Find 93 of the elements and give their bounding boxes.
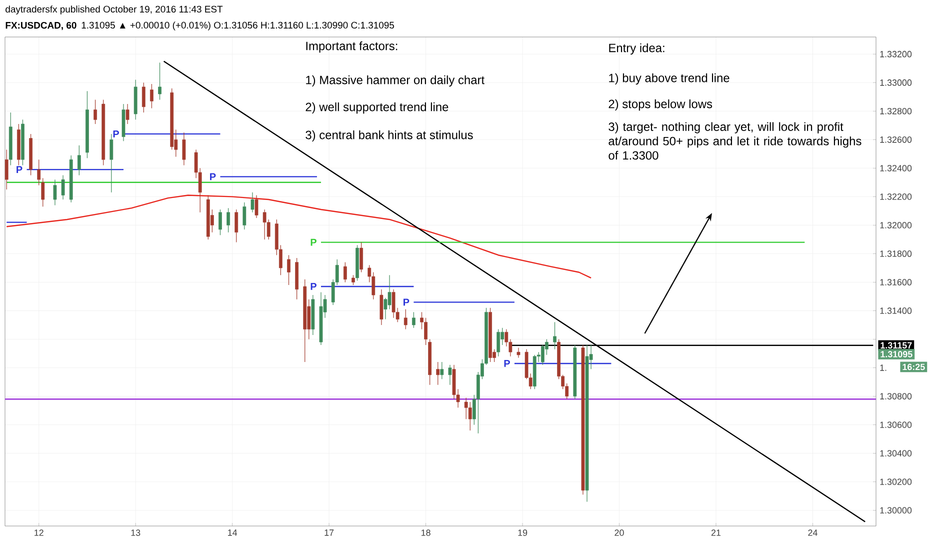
y-tick-label: 1.32600 [880,136,912,143]
candlestick [61,174,65,200]
y-tick-label: 1.33200 [880,50,912,58]
y-tick-label: 1.32400 [880,164,912,172]
x-tick-label: 20 [614,530,624,536]
annotation: Entry idea: [609,43,664,55]
candlestick [21,119,24,166]
candlestick [102,99,106,166]
y-tick-label: 1. [880,364,886,371]
annotation: 3) central bank hints at stimulus [306,130,473,142]
candlestick [29,134,32,176]
candlestick [262,209,266,240]
annotation: 1) buy above trend line [609,73,730,85]
annotation: P [310,283,316,290]
candlestick [77,145,81,176]
y-tick-label: 1.32800 [880,108,912,114]
x-tick-label: 14 [228,530,238,536]
candlestick [392,289,396,318]
y-tick-label: 1.30600 [880,422,912,428]
y-tick-label: 1.30200 [880,478,912,485]
annotation: P [504,360,510,367]
y-tick-label: 1.30400 [880,450,912,456]
x-tick-label: 18 [421,530,430,536]
candlestick [573,344,577,400]
annotation: P [310,238,316,246]
y-tick-label: 1.33000 [880,79,912,86]
candlestick [553,322,556,350]
candlestick [380,289,384,326]
candlestick [53,179,57,206]
y-tick-label: 1.32200 [880,193,912,200]
candlestick [250,192,254,213]
chart-subtitle: 1.31095 ▲ +0.00010 (+0.01%) O:1.31056 H:1.31160 L:1.30990 C:1.31095 [82,22,394,30]
candlestick [303,279,307,362]
y-tick-label: 1.32000 [880,222,912,228]
candlestick [464,397,468,420]
candlestick [37,159,41,186]
text: daytradersfx published October 19, 2016 11:43 EST [6,6,223,14]
y-tick-label: 1.31800 [880,250,912,257]
line-series [6,194,592,279]
candlestick [134,79,138,120]
candlestick [122,104,126,142]
candlestick [4,149,8,190]
annotation: P [404,298,410,306]
candlestick [311,294,315,336]
x-tick-label: 17 [324,530,334,536]
candlestick [436,362,440,386]
x-tick-label: 21 [711,530,721,536]
x-tick-label: 19 [518,530,528,536]
candlestick [158,62,162,100]
annotation: P [210,173,216,180]
text: 1.31157 [880,342,912,349]
y-tick-label: 1.30800 [880,393,912,400]
candlestick [126,104,130,124]
candlestick [142,82,146,113]
y-tick-label: 1.30000 [880,507,912,514]
chart-title: FX:USDCAD, 60 [6,22,76,30]
candlestick [516,347,520,358]
annotation: 1) Massive hammer on daily chart [306,75,484,87]
candlestick [8,112,12,166]
x-tick-label: 13 [131,530,140,536]
annotation: 2) stops below lows [608,99,712,111]
x-tick-label: 12 [34,530,44,536]
candlestick [110,134,114,193]
candlestick [41,178,45,207]
candlestick [468,402,472,431]
candlestick [448,364,452,386]
text: 1.31095 [880,351,912,358]
candlestick [404,308,408,330]
y-tick-label: 1.31600 [880,279,912,286]
candlestick [226,208,230,233]
candlestick [585,344,589,502]
annotation: P [113,130,119,138]
candlestick [86,90,89,158]
candlestick [17,124,20,166]
candlestick [254,194,258,218]
text: 16:25 [902,364,925,370]
y-tick-label: 1.31400 [880,308,912,314]
annotation: P [16,166,22,174]
candlestick [319,292,323,346]
candlestick [182,132,186,166]
candlestick [287,254,290,286]
candlestick [234,209,238,243]
candlestick [424,318,428,346]
annotation: 2) well supported trend line [306,102,448,114]
annotation: Important factors: [306,41,398,53]
annotation: 3) target- nothing clear yet, will lock in profit at/around 50+ pips and let it ride towards highs of 1.3300 [608,122,862,160]
candlestick [295,258,298,300]
x-tick-label: 24 [808,530,818,536]
candlestick [581,344,585,495]
candlestick [150,84,154,109]
candlestick [440,362,444,380]
candlestick [94,99,97,124]
candlestick [428,338,432,386]
